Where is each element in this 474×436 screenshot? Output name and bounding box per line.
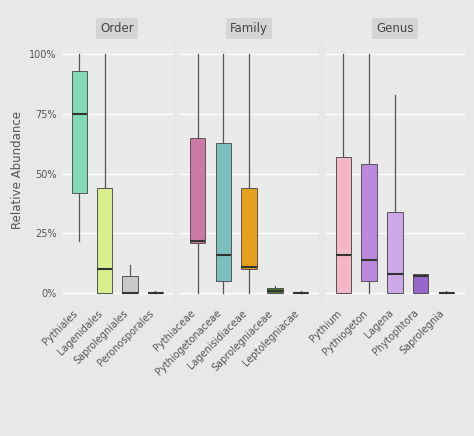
Y-axis label: Relative Abundance: Relative Abundance	[11, 111, 24, 229]
Bar	[122, 276, 137, 293]
Bar	[361, 164, 377, 281]
Bar	[216, 143, 231, 281]
Title: Family: Family	[230, 22, 268, 35]
Bar	[97, 188, 112, 293]
Bar	[293, 292, 309, 293]
Title: Genus: Genus	[376, 22, 414, 35]
Bar	[190, 138, 205, 243]
Bar	[267, 289, 283, 293]
Bar	[72, 71, 87, 193]
Bar	[387, 212, 402, 293]
Bar	[413, 274, 428, 293]
Bar	[439, 292, 454, 293]
Bar	[336, 157, 351, 293]
Bar	[241, 188, 257, 269]
Bar	[148, 292, 163, 293]
Title: Order: Order	[100, 22, 134, 35]
